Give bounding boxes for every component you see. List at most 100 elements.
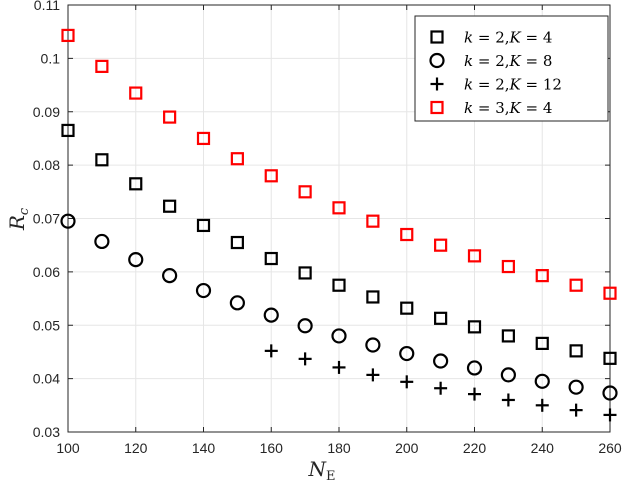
data-point-square-icon <box>129 86 143 100</box>
data-point-circle-icon <box>466 360 483 376</box>
data-point-square-icon <box>535 269 549 283</box>
y-tick-label: 0.07 <box>33 211 60 227</box>
legend-entry: k = 2,K = 4 <box>430 29 552 47</box>
data-point-square-icon <box>61 123 75 138</box>
data-point-square-icon <box>264 251 278 266</box>
data-point-square-icon <box>434 311 448 325</box>
legend: k = 2,K = 4 k = 2,K = 8 k = 2,K = 12 k = 3,… <box>414 15 609 122</box>
y-axis-title: Rc <box>5 207 32 231</box>
legend-label: k = 2,K = 8 <box>464 52 552 70</box>
data-point-plus-icon <box>468 387 481 401</box>
data-point-square-icon <box>467 320 482 334</box>
data-point-plus-icon <box>603 408 617 422</box>
data-point-square-icon <box>298 266 312 280</box>
data-point-circle-icon <box>500 367 516 383</box>
legend-circle-icon <box>429 52 445 69</box>
x-tick-label: 220 <box>463 440 487 456</box>
data-point-square-icon <box>400 227 414 242</box>
y-tick-label: 0.03 <box>33 424 60 440</box>
data-point-circle-icon <box>60 213 76 229</box>
data-point-square-icon <box>467 249 482 263</box>
legend-entry: k = 2,K = 12 <box>430 76 562 94</box>
data-point-plus-icon <box>400 375 414 389</box>
data-point-circle-icon <box>162 268 178 284</box>
legend-label: k = 2,K = 12 <box>464 76 562 94</box>
data-point-square-icon <box>400 301 414 315</box>
data-point-square-icon <box>603 351 617 365</box>
x-axis-title: NE <box>308 457 336 484</box>
data-point-plus-icon <box>298 352 312 366</box>
x-tick-label: 200 <box>395 440 419 456</box>
data-point-square-icon <box>196 131 211 146</box>
data-point-square-icon <box>163 199 177 213</box>
y-tick-label: 0.04 <box>33 371 60 387</box>
axes <box>67 4 611 433</box>
data-point-square-icon <box>332 201 346 215</box>
data-point-plus-icon <box>434 381 448 395</box>
data-point-square-icon <box>501 259 515 274</box>
data-point-square-icon <box>569 344 583 358</box>
data-point-square-icon <box>196 218 211 233</box>
series-k-3-k-4 <box>61 28 617 300</box>
data-point-square-icon <box>61 28 75 43</box>
data-point-plus-icon <box>569 403 583 417</box>
data-point-square-icon <box>366 290 380 304</box>
y-tick-label: 0.11 <box>34 0 60 13</box>
data-point-circle-icon <box>195 282 212 299</box>
data-point-circle-icon <box>94 233 110 250</box>
y-tick-label: 0.06 <box>33 264 60 280</box>
legend-entry: k = 3,K = 4 <box>430 99 552 117</box>
y-tick-label: 0.1 <box>41 50 61 66</box>
y-tick-label: 0.05 <box>33 317 60 333</box>
data-point-square-icon <box>230 152 244 166</box>
data-point-square-icon <box>535 336 549 350</box>
series-k-2-k-4 <box>61 123 617 365</box>
x-tick-label: 180 <box>327 440 351 456</box>
data-points <box>60 28 618 422</box>
data-point-circle-icon <box>568 379 584 395</box>
data-point-plus-icon <box>332 360 346 374</box>
legend-square-icon <box>430 30 444 44</box>
x-tick-label: 120 <box>124 440 148 456</box>
data-point-square-icon <box>366 214 380 228</box>
y-tick-label: 0.09 <box>33 104 60 120</box>
data-point-circle-icon <box>399 345 415 362</box>
data-point-square-icon <box>163 110 177 124</box>
data-point-square-icon <box>95 153 109 167</box>
x-tick-label: 100 <box>56 440 80 456</box>
legend-square-icon <box>430 100 444 115</box>
data-point-square-icon <box>95 59 109 73</box>
legend-entry: k = 2,K = 8 <box>429 52 552 70</box>
data-point-square-icon <box>298 185 312 199</box>
x-tick-label: 240 <box>531 440 555 456</box>
data-point-square-icon <box>264 169 278 183</box>
y-tick-label: 0.08 <box>33 157 60 173</box>
data-point-square-icon <box>434 238 448 252</box>
x-tick-label: 260 <box>598 440 622 456</box>
data-point-circle-icon <box>534 373 550 389</box>
data-point-plus-icon <box>366 368 380 382</box>
data-point-square-icon <box>332 278 346 292</box>
series-k-2-k-12 <box>264 344 617 422</box>
legend-label: k = 3,K = 4 <box>464 99 552 117</box>
x-tick-label: 140 <box>192 440 216 456</box>
data-point-circle-icon <box>297 318 313 334</box>
y-tick-labels: 0.03 0.04 0.05 0.06 0.07 0.08 0.09 0.1 0.11 <box>33 0 60 440</box>
x-tick-label: 160 <box>260 440 284 456</box>
data-point-square-icon <box>569 278 583 292</box>
data-point-square-icon <box>603 286 617 300</box>
data-point-square-icon <box>501 329 515 343</box>
data-point-circle-icon <box>263 307 279 323</box>
data-point-circle-icon <box>433 353 449 369</box>
data-point-plus-icon <box>264 344 278 358</box>
data-point-circle-icon <box>331 328 347 344</box>
y-axis-title-subscript: c <box>17 207 32 215</box>
data-point-square-icon <box>129 177 143 191</box>
legend-label: k = 2,K = 4 <box>464 29 552 47</box>
data-point-plus-icon <box>501 393 515 407</box>
data-point-circle-icon <box>365 337 381 353</box>
x-tick-labels: 100 120 140 160 180 200 220 240 260 <box>56 440 622 456</box>
x-axis-title-subscript: E <box>326 469 336 484</box>
data-point-plus-icon <box>535 398 549 412</box>
